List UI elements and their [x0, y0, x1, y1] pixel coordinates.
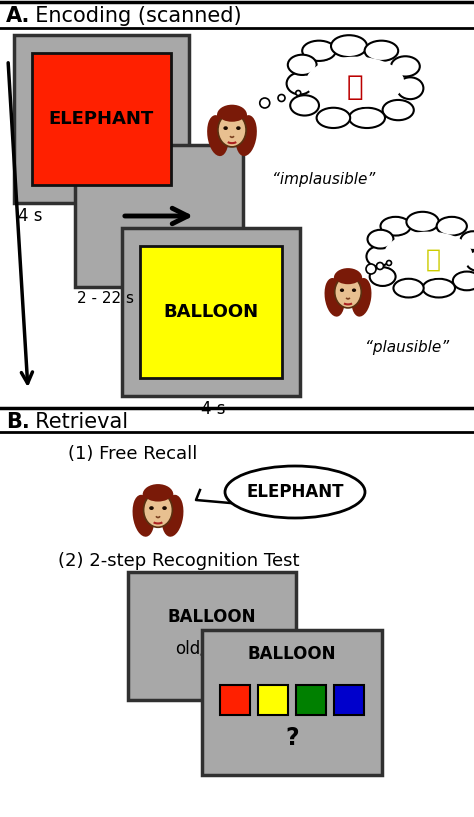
Ellipse shape	[144, 493, 173, 527]
Ellipse shape	[351, 278, 372, 317]
Text: (2) 2-step Recognition Test: (2) 2-step Recognition Test	[58, 552, 300, 570]
Circle shape	[366, 264, 376, 274]
Ellipse shape	[393, 279, 424, 297]
Text: “plausible”: “plausible”	[365, 340, 449, 355]
Ellipse shape	[367, 230, 393, 248]
Text: ELEPHANT: ELEPHANT	[246, 483, 344, 501]
Ellipse shape	[466, 251, 474, 271]
Ellipse shape	[290, 96, 319, 115]
Text: Encoding (scanned): Encoding (scanned)	[22, 6, 242, 26]
Text: B.: B.	[6, 412, 30, 432]
Text: 4 s: 4 s	[201, 400, 226, 418]
Bar	[128, 572, 296, 700]
Circle shape	[386, 261, 392, 266]
Text: ELEPHANT: ELEPHANT	[49, 110, 154, 128]
Ellipse shape	[223, 127, 228, 130]
Ellipse shape	[334, 268, 362, 288]
Bar	[220, 685, 250, 715]
Ellipse shape	[423, 279, 455, 297]
Ellipse shape	[331, 35, 367, 57]
Circle shape	[296, 91, 301, 96]
Circle shape	[376, 262, 383, 270]
Ellipse shape	[335, 276, 361, 308]
Circle shape	[260, 98, 270, 108]
Ellipse shape	[133, 495, 154, 537]
Ellipse shape	[383, 100, 414, 120]
Bar	[122, 228, 300, 396]
Text: (1) Free Recall: (1) Free Recall	[68, 445, 197, 463]
Bar	[140, 246, 282, 378]
Ellipse shape	[366, 247, 390, 266]
Ellipse shape	[317, 108, 350, 128]
Ellipse shape	[325, 278, 345, 317]
Text: 2 - 22 s: 2 - 22 s	[77, 291, 134, 306]
Bar	[296, 685, 326, 715]
Text: old/new?: old/new?	[175, 640, 249, 658]
Text: Retrieval: Retrieval	[22, 412, 128, 432]
Ellipse shape	[225, 466, 365, 518]
Text: BALLOON: BALLOON	[248, 645, 336, 663]
Ellipse shape	[236, 127, 241, 130]
Bar	[202, 630, 382, 775]
Ellipse shape	[236, 115, 257, 156]
Ellipse shape	[217, 105, 247, 125]
Bar	[334, 685, 364, 715]
Bar	[32, 53, 171, 185]
Bar	[258, 685, 288, 715]
Ellipse shape	[370, 267, 396, 286]
Ellipse shape	[340, 288, 344, 292]
Ellipse shape	[162, 507, 167, 510]
Ellipse shape	[337, 273, 359, 284]
Ellipse shape	[220, 109, 244, 122]
Ellipse shape	[162, 495, 183, 537]
Text: 🎈: 🎈	[426, 248, 440, 272]
Ellipse shape	[218, 113, 246, 147]
Ellipse shape	[384, 231, 472, 279]
Text: BALLOON: BALLOON	[168, 608, 256, 626]
Ellipse shape	[381, 217, 410, 235]
Text: “implausible”: “implausible”	[272, 172, 375, 187]
Circle shape	[278, 95, 285, 101]
Text: 4 s: 4 s	[18, 207, 43, 225]
Text: 🐘: 🐘	[346, 73, 363, 101]
Ellipse shape	[207, 115, 228, 156]
Bar	[75, 145, 243, 287]
Bar	[14, 35, 189, 203]
Ellipse shape	[352, 288, 356, 292]
Ellipse shape	[386, 234, 470, 277]
Text: BALLOON: BALLOON	[164, 303, 258, 321]
Ellipse shape	[288, 55, 317, 75]
Ellipse shape	[349, 108, 385, 128]
Text: A.: A.	[6, 6, 30, 26]
Ellipse shape	[149, 507, 154, 510]
Ellipse shape	[302, 41, 336, 61]
Ellipse shape	[460, 231, 474, 250]
Ellipse shape	[397, 78, 423, 99]
Ellipse shape	[453, 271, 474, 290]
Ellipse shape	[306, 56, 404, 107]
Ellipse shape	[406, 212, 439, 232]
Ellipse shape	[365, 41, 398, 61]
Ellipse shape	[143, 484, 173, 505]
Ellipse shape	[391, 56, 420, 77]
Text: ?: ?	[285, 726, 299, 750]
Ellipse shape	[287, 73, 313, 95]
Ellipse shape	[146, 489, 171, 502]
Ellipse shape	[308, 59, 402, 105]
Ellipse shape	[437, 217, 467, 235]
